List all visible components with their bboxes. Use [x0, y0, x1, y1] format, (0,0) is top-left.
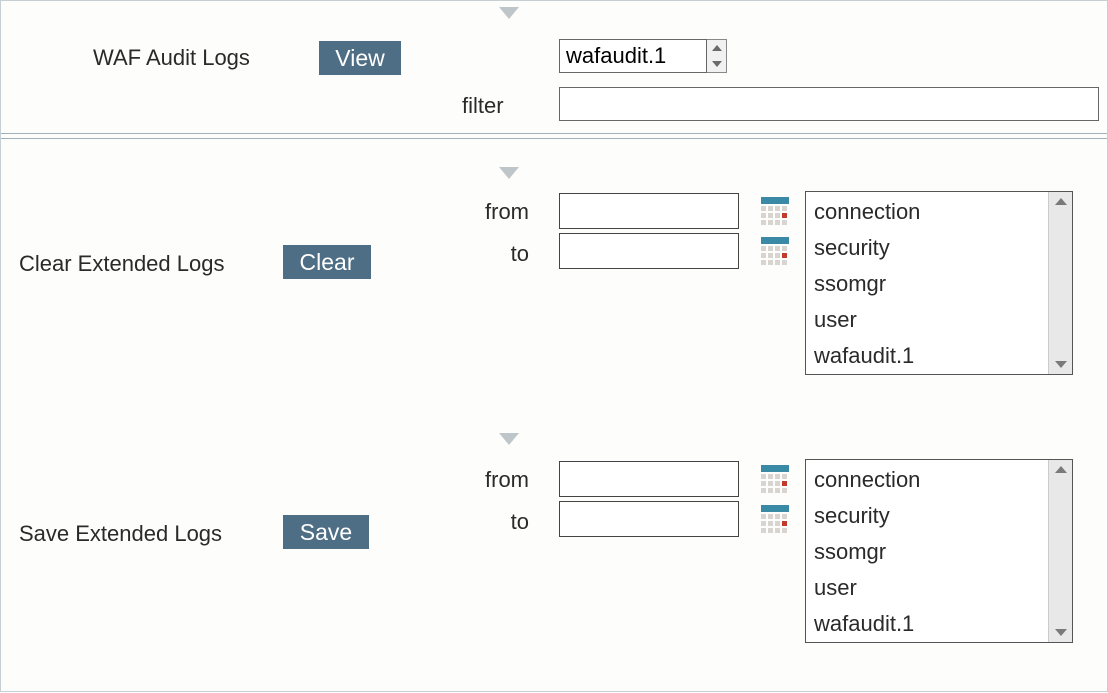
clear-button[interactable]: Clear	[283, 245, 371, 279]
clear-label: Clear Extended Logs	[19, 251, 224, 277]
list-item[interactable]: wafaudit.1	[814, 606, 1048, 642]
list-item[interactable]: security	[814, 230, 1048, 266]
spinner-up-icon[interactable]	[707, 40, 726, 56]
list-item[interactable]: wafaudit.1	[814, 338, 1048, 374]
calendar-icon[interactable]	[761, 465, 789, 493]
filter-input[interactable]	[559, 87, 1099, 121]
clear-from-input[interactable]	[559, 193, 739, 229]
scroll-up-icon[interactable]	[1055, 466, 1067, 473]
listbox-scrollbar[interactable]	[1048, 192, 1072, 374]
list-item[interactable]: connection	[814, 462, 1048, 498]
calendar-icon[interactable]	[761, 237, 789, 265]
save-section: Save Extended Logs Save from to connecti…	[1, 413, 1107, 693]
list-item[interactable]: user	[814, 302, 1048, 338]
save-log-listbox[interactable]: connection security ssomgr user wafaudit…	[805, 459, 1073, 643]
list-item[interactable]: ssomgr	[814, 266, 1048, 302]
clear-log-listbox[interactable]: connection security ssomgr user wafaudit…	[805, 191, 1073, 375]
waf-audit-label: WAF Audit Logs	[93, 45, 250, 71]
filter-label: filter	[462, 93, 504, 119]
to-label: to	[459, 509, 529, 535]
section-divider	[1, 133, 1107, 139]
scroll-down-icon[interactable]	[1055, 361, 1067, 368]
from-label: from	[459, 199, 529, 225]
collapse-caret-icon[interactable]	[499, 7, 519, 19]
waf-audit-section: WAF Audit Logs View filter	[1, 1, 1107, 133]
list-item[interactable]: connection	[814, 194, 1048, 230]
save-to-input[interactable]	[559, 501, 739, 537]
list-item[interactable]: user	[814, 570, 1048, 606]
collapse-caret-icon[interactable]	[499, 433, 519, 445]
save-label: Save Extended Logs	[19, 521, 222, 547]
spinner-down-icon[interactable]	[707, 56, 726, 72]
scroll-up-icon[interactable]	[1055, 198, 1067, 205]
calendar-icon[interactable]	[761, 505, 789, 533]
listbox-items: connection security ssomgr user wafaudit…	[806, 460, 1048, 642]
scroll-down-icon[interactable]	[1055, 629, 1067, 636]
clear-section: Clear Extended Logs Clear from to connec…	[1, 141, 1107, 411]
calendar-icon[interactable]	[761, 197, 789, 225]
wafaudit-spinner-input[interactable]	[559, 39, 707, 73]
listbox-scrollbar[interactable]	[1048, 460, 1072, 642]
listbox-items: connection security ssomgr user wafaudit…	[806, 192, 1048, 374]
list-item[interactable]: security	[814, 498, 1048, 534]
save-button[interactable]: Save	[283, 515, 369, 549]
collapse-caret-icon[interactable]	[499, 167, 519, 179]
view-button[interactable]: View	[319, 41, 401, 75]
logs-config-panel: WAF Audit Logs View filter Clear Extende…	[0, 0, 1108, 692]
save-from-input[interactable]	[559, 461, 739, 497]
from-label: from	[459, 467, 529, 493]
list-item[interactable]: ssomgr	[814, 534, 1048, 570]
clear-to-input[interactable]	[559, 233, 739, 269]
spinner-buttons	[707, 39, 727, 73]
to-label: to	[459, 241, 529, 267]
wafaudit-spinner	[559, 39, 727, 73]
